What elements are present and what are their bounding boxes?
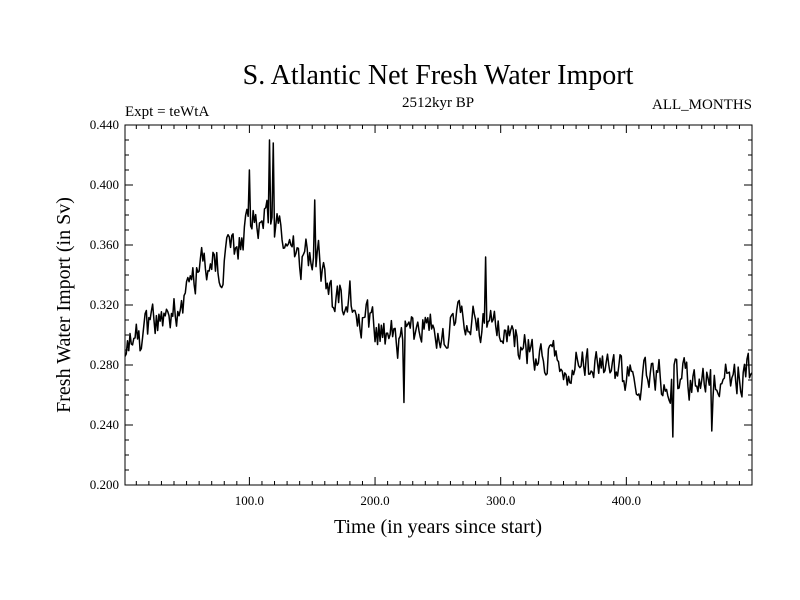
experiment-label: Expt = teWtA [125,104,209,120]
x-axis-ticks [135,125,740,485]
y-tick-label: 0.440 [90,117,119,132]
chart-title: S. Atlantic Net Fresh Water Import [243,60,634,91]
x-axis-tick-labels: 100.0 200.0 300.0 400.0 [235,493,641,508]
series-line-fresh-water-import [124,139,753,438]
y-axis-ticks [125,124,752,486]
y-axis-label: Fresh Water Import (in Sv) [53,197,75,413]
chart-subtitle: 2512kyr BP [402,95,474,111]
y-tick-label: 0.200 [90,477,119,492]
x-axis-label: Time (in years since start) [334,516,542,538]
plot-frame [124,124,753,486]
y-axis-tick-labels: 0.200 0.240 0.280 0.320 0.360 0.400 0.440 [90,117,119,492]
y-tick-label: 0.280 [90,357,119,372]
y-tick-label: 0.320 [90,297,119,312]
y-tick-label: 0.360 [90,237,119,252]
y-tick-label: 0.400 [90,177,119,192]
x-tick-label: 300.0 [486,493,515,508]
x-tick-label: 400.0 [612,493,641,508]
y-tick-label: 0.240 [90,417,119,432]
months-label: ALL_MONTHS [652,97,752,113]
x-tick-label: 100.0 [235,493,264,508]
x-tick-label: 200.0 [360,493,389,508]
